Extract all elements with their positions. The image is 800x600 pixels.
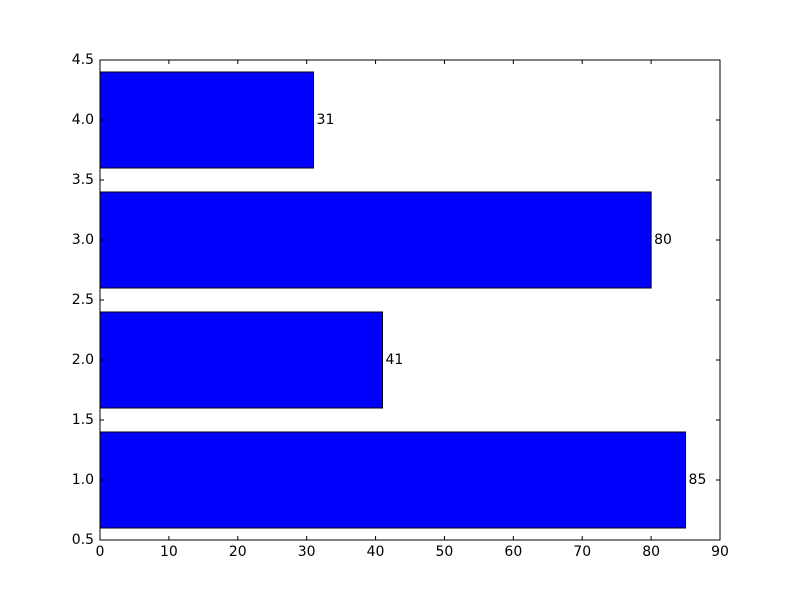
- data-label: 80: [654, 232, 672, 248]
- y-tick-label: 3.0: [72, 232, 94, 248]
- x-tick-label: 70: [573, 544, 591, 560]
- bar: [99, 191, 652, 289]
- y-tick-label: 4.0: [72, 112, 94, 128]
- y-tick-label: 3.5: [72, 172, 94, 188]
- x-tick-label: 60: [504, 544, 522, 560]
- y-tick-label: 0.5: [72, 532, 94, 548]
- y-tick-label: 1.0: [72, 472, 94, 488]
- x-tick-label: 90: [711, 544, 729, 560]
- bar: [99, 311, 383, 409]
- data-label: 85: [689, 472, 707, 488]
- x-tick-label: 30: [298, 544, 316, 560]
- x-tick-label: 0: [96, 544, 105, 560]
- x-tick-label: 50: [436, 544, 454, 560]
- y-tick-label: 1.5: [72, 412, 94, 428]
- y-tick-label: 2.0: [72, 352, 94, 368]
- x-tick-label: 20: [229, 544, 247, 560]
- bar: [99, 71, 315, 169]
- y-tick-label: 4.5: [72, 52, 94, 68]
- x-tick-label: 10: [160, 544, 178, 560]
- bar: [99, 431, 687, 529]
- data-label: 41: [385, 352, 403, 368]
- x-tick-label: 80: [642, 544, 660, 560]
- data-label: 31: [317, 112, 335, 128]
- x-tick-label: 40: [367, 544, 385, 560]
- y-tick-label: 2.5: [72, 292, 94, 308]
